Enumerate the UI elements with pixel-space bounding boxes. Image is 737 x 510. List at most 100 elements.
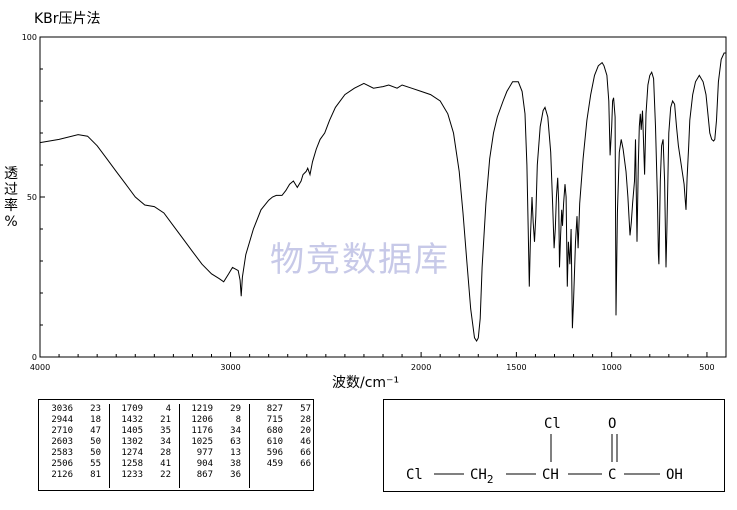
peak-row: 1274 28 [111, 448, 173, 459]
peak-wavenumber: 680 [266, 426, 283, 436]
peak-wavenumber: 2944 [51, 415, 73, 425]
peak-row: 596 66 [251, 448, 313, 459]
peak-row: 827 57 [251, 404, 313, 415]
x-tick-label: 3000 [220, 363, 240, 372]
peak-wavenumber: 2710 [51, 426, 73, 436]
y-axis-label-char: 过 [4, 182, 18, 198]
atom-cl-left: Cl [406, 467, 423, 483]
peak-row: 2126 81 [41, 470, 103, 481]
peak-row: 1219 29 [181, 404, 243, 415]
peak-row: 1176 34 [181, 426, 243, 437]
peak-transmittance: 38 [230, 459, 241, 469]
peak-transmittance: 29 [230, 404, 241, 414]
peak-column-divider [109, 404, 180, 488]
peak-wavenumber: 827 [266, 404, 283, 414]
peak-row: 867 36 [181, 470, 243, 481]
peak-transmittance: 36 [230, 470, 241, 480]
y-axis-label-char: 透 [4, 166, 18, 182]
peak-wavenumber: 904 [196, 459, 213, 469]
ir-spectrum-chart: 4000 3000 2000 1500 1000 500 0 50 100 [22, 33, 727, 372]
y-axis-label-char: 率 [4, 198, 18, 214]
peak-row: 2583 50 [41, 448, 103, 459]
plot-frame [39, 36, 727, 358]
peak-row: 459 66 [251, 459, 313, 470]
group-ch: CH [542, 467, 559, 483]
peak-transmittance: 20 [300, 426, 311, 436]
peak-row: 610 46 [251, 437, 313, 448]
spectrum-line [39, 52, 726, 342]
peak-row: 1709 4 [111, 404, 173, 415]
peak-transmittance: 21 [160, 415, 171, 425]
peak-row: 1405 35 [111, 426, 173, 437]
peak-wavenumber: 1302 [121, 437, 143, 447]
peak-wavenumber: 1219 [191, 404, 213, 414]
peak-row: 2710 47 [41, 426, 103, 437]
peak-transmittance: 47 [90, 426, 101, 436]
peak-wavenumber: 1432 [121, 415, 143, 425]
peak-transmittance: 81 [90, 470, 101, 480]
peak-transmittance: 46 [300, 437, 311, 447]
y-tick-label: 100 [22, 33, 37, 42]
peak-row: 680 20 [251, 426, 313, 437]
x-tick-label: 1000 [601, 363, 621, 372]
peak-transmittance: 18 [90, 415, 101, 425]
peak-wavenumber: 1025 [191, 437, 213, 447]
peak-column-divider [179, 404, 250, 488]
peak-row: 1258 41 [111, 459, 173, 470]
peak-wavenumber: 867 [196, 470, 213, 480]
peak-transmittance: 50 [90, 437, 101, 447]
group-oh: OH [666, 467, 683, 483]
peak-transmittance: 4 [165, 404, 171, 414]
peak-transmittance: 63 [230, 437, 241, 447]
peak-wavenumber: 2603 [51, 437, 73, 447]
peak-wavenumber: 610 [266, 437, 283, 447]
watermark: 物竞数据库 [270, 240, 450, 280]
peak-row: 1432 21 [111, 415, 173, 426]
peak-transmittance: 66 [300, 459, 311, 469]
peak-transmittance: 34 [230, 426, 241, 436]
peak-row: 3036 23 [41, 404, 103, 415]
y-tick-label: 0 [32, 353, 37, 362]
peak-row: 904 38 [181, 459, 243, 470]
peak-row: 2603 50 [41, 437, 103, 448]
peak-row: 977 13 [181, 448, 243, 459]
peak-row: 1025 63 [181, 437, 243, 448]
peak-transmittance: 50 [90, 448, 101, 458]
peak-table-column: 1709 4 1432 21 1405 35 1302 34 1274 28 1258 41 1233 2… [111, 404, 173, 481]
peak-table-box: 3036 23 2944 18 2710 47 2603 50 2583 50 2506 55 2126… [38, 399, 314, 491]
peak-row: 715 28 [251, 415, 313, 426]
y-axis-label-char: % [4, 214, 18, 230]
peak-transmittance: 41 [160, 459, 171, 469]
peak-transmittance: 13 [230, 448, 241, 458]
peak-wavenumber: 1258 [121, 459, 143, 469]
x-tick-label: 2000 [411, 363, 431, 372]
peak-wavenumber: 459 [266, 459, 283, 469]
x-axis-label: 波数/cm⁻¹ [332, 375, 400, 391]
peak-transmittance: 28 [160, 448, 171, 458]
peak-table-column: 827 57 715 28 680 20 610 46 596 66 459 66 [251, 404, 313, 470]
peak-table-column: 3036 23 2944 18 2710 47 2603 50 2583 50 2506 55 2126… [41, 404, 103, 481]
peak-wavenumber: 1405 [121, 426, 143, 436]
peak-wavenumber: 3036 [51, 404, 73, 414]
peak-transmittance: 28 [300, 415, 311, 425]
peak-wavenumber: 1233 [121, 470, 143, 480]
peak-row: 1206 8 [181, 415, 243, 426]
peak-transmittance: 57 [300, 404, 311, 414]
peak-table-column: 1219 29 1206 8 1176 34 1025 63 977 13 904 38 867 36 [181, 404, 243, 481]
peak-row: 2506 55 [41, 459, 103, 470]
peak-row: 1302 34 [111, 437, 173, 448]
y-axis-ticks: 0 50 100 [22, 33, 45, 362]
peak-column-divider [39, 404, 110, 488]
y-axis-label: 透 过 率 % [2, 166, 20, 230]
peak-transmittance: 34 [160, 437, 171, 447]
peak-transmittance: 55 [90, 459, 101, 469]
method-title: KBr压片法 [34, 11, 101, 27]
peak-wavenumber: 1709 [121, 404, 143, 414]
peak-transmittance: 23 [90, 404, 101, 414]
peak-transmittance: 66 [300, 448, 311, 458]
x-tick-label: 500 [699, 363, 714, 372]
peak-wavenumber: 2506 [51, 459, 73, 469]
group-ch2: CH2 [470, 467, 493, 486]
peak-wavenumber: 1206 [191, 415, 213, 425]
structure-box: Cl O Cl CH2 CH C OH [383, 399, 725, 492]
